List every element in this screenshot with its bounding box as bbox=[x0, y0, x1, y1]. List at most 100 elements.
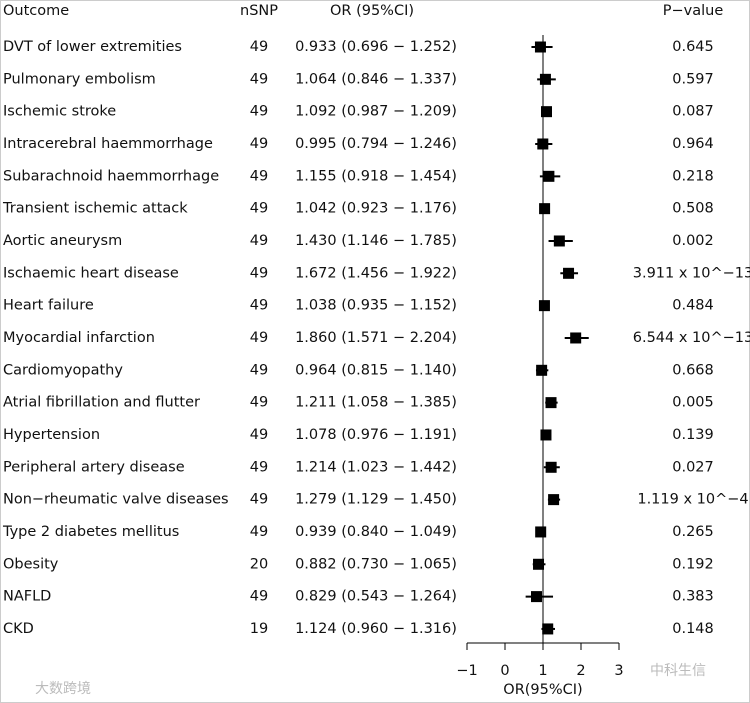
or-box bbox=[536, 364, 548, 376]
p-value: 0.148 bbox=[672, 621, 714, 637]
nsnp: 49 bbox=[250, 71, 268, 87]
p-value: 1.119 x 10^−4 bbox=[637, 492, 748, 508]
or-ci-label: 1.211 (1.058 − 1.385) bbox=[295, 395, 457, 411]
or-ci-label: 1.064 (0.846 − 1.337) bbox=[295, 71, 457, 87]
or-box bbox=[553, 235, 565, 247]
outcome-label: Myocardial infarction bbox=[3, 330, 155, 346]
p-value: 0.002 bbox=[672, 233, 714, 249]
or-box bbox=[542, 623, 554, 635]
outcome-label: Type 2 diabetes mellitus bbox=[2, 524, 179, 540]
outcome-label: Cardiomyopathy bbox=[3, 362, 123, 378]
x-tick-label: 1 bbox=[538, 663, 547, 679]
nsnp: 49 bbox=[250, 104, 268, 120]
or-ci-label: 1.078 (0.976 − 1.191) bbox=[295, 427, 457, 443]
p-value: 3.911 x 10^−13 bbox=[633, 265, 750, 281]
or-ci-label: 0.829 (0.543 − 1.264) bbox=[295, 589, 457, 605]
or-box bbox=[570, 332, 582, 344]
or-box bbox=[535, 526, 547, 538]
x-tick-label: 3 bbox=[614, 663, 623, 679]
or-ci-label: 1.042 (0.923 − 1.176) bbox=[295, 201, 457, 217]
or-box bbox=[534, 41, 546, 53]
or-box bbox=[545, 397, 557, 409]
nsnp: 49 bbox=[250, 265, 268, 281]
x-tick-label: 0 bbox=[500, 663, 509, 679]
nsnp: 49 bbox=[250, 492, 268, 508]
or-box bbox=[545, 461, 557, 473]
p-value: 0.218 bbox=[672, 168, 714, 184]
or-box bbox=[538, 300, 550, 312]
p-value: 0.027 bbox=[672, 459, 714, 475]
p-value: 0.139 bbox=[672, 427, 714, 443]
p-value: 0.087 bbox=[672, 104, 714, 120]
or-ci-label: 0.933 (0.696 − 1.252) bbox=[295, 39, 457, 55]
or-ci-label: 1.092 (0.987 − 1.209) bbox=[295, 104, 457, 120]
nsnp: 49 bbox=[250, 330, 268, 346]
outcome-label: Non−rheumatic valve diseases bbox=[3, 492, 229, 508]
nsnp: 49 bbox=[250, 362, 268, 378]
x-tick-label: 2 bbox=[576, 663, 585, 679]
outcome-label: Transient ischemic attack bbox=[2, 201, 188, 217]
p-value: 0.668 bbox=[672, 362, 714, 378]
nsnp: 49 bbox=[250, 589, 268, 605]
watermark: 中科生信 bbox=[650, 663, 706, 679]
or-ci-label: 1.124 (0.960 − 1.316) bbox=[295, 621, 457, 637]
nsnp: 49 bbox=[250, 395, 268, 411]
p-value: 0.484 bbox=[672, 298, 714, 314]
nsnp: 49 bbox=[250, 298, 268, 314]
outcome-label: Atrial fibrillation and flutter bbox=[3, 395, 200, 411]
or-ci-label: 0.939 (0.840 − 1.049) bbox=[295, 524, 457, 540]
header: nSNP bbox=[240, 3, 278, 19]
nsnp: 49 bbox=[250, 524, 268, 540]
outcome-label: CKD bbox=[3, 621, 34, 637]
outcome-label: Ischaemic heart disease bbox=[3, 265, 179, 281]
outcome-label: Peripheral artery disease bbox=[3, 459, 185, 475]
or-ci-label: 1.038 (0.935 − 1.152) bbox=[295, 298, 457, 314]
or-ci-label: 0.882 (0.730 − 1.065) bbox=[295, 556, 457, 572]
p-value: 0.964 bbox=[672, 136, 714, 152]
outcome-label: Ischemic stroke bbox=[3, 104, 116, 120]
header: OR (95%CI) bbox=[330, 3, 414, 19]
p-value: 0.508 bbox=[672, 201, 714, 217]
nsnp: 49 bbox=[250, 39, 268, 55]
or-box bbox=[563, 267, 575, 279]
nsnp: 49 bbox=[250, 427, 268, 443]
or-box bbox=[537, 138, 549, 150]
x-tick-label: −1 bbox=[456, 663, 477, 679]
outcome-label: Hypertension bbox=[3, 427, 100, 443]
or-ci-label: 1.279 (1.129 − 1.450) bbox=[295, 492, 457, 508]
or-box bbox=[540, 429, 552, 441]
watermark: 大数跨境 bbox=[35, 681, 91, 697]
outcome-label: DVT of lower extremities bbox=[3, 39, 182, 55]
outcome-label: NAFLD bbox=[3, 589, 51, 605]
p-value: 0.265 bbox=[672, 524, 714, 540]
outcome-label: Pulmonary embolism bbox=[3, 71, 156, 87]
or-box bbox=[539, 203, 551, 215]
nsnp: 49 bbox=[250, 168, 268, 184]
outcome-label: Obesity bbox=[3, 556, 59, 572]
p-value: 0.383 bbox=[672, 589, 714, 605]
nsnp: 49 bbox=[250, 201, 268, 217]
nsnp: 49 bbox=[250, 233, 268, 249]
or-ci-label: 1.430 (1.146 − 1.785) bbox=[295, 233, 457, 249]
outcome-label: Heart failure bbox=[3, 298, 94, 314]
p-value: 0.645 bbox=[672, 39, 714, 55]
nsnp: 20 bbox=[250, 556, 268, 572]
or-box bbox=[540, 106, 552, 118]
x-axis-label: OR(95%CI) bbox=[503, 682, 582, 698]
or-box bbox=[543, 170, 555, 182]
or-ci-label: 1.155 (0.918 − 1.454) bbox=[295, 168, 457, 184]
or-ci-label: 0.995 (0.794 − 1.246) bbox=[295, 136, 457, 152]
or-ci-label: 1.860 (1.571 − 2.204) bbox=[295, 330, 457, 346]
or-ci-label: 1.214 (1.023 − 1.442) bbox=[295, 459, 457, 475]
outcome-label: Subarachnoid haemmorrhage bbox=[3, 168, 219, 184]
p-value: 0.597 bbox=[672, 71, 714, 87]
or-box bbox=[539, 73, 551, 85]
p-value: 0.005 bbox=[672, 395, 714, 411]
or-box bbox=[533, 558, 545, 570]
header: Outcome bbox=[3, 3, 69, 19]
outcome-label: Intracerebral haemmorrhage bbox=[3, 136, 213, 152]
or-ci-label: 0.964 (0.815 − 1.140) bbox=[295, 362, 457, 378]
or-box bbox=[531, 591, 543, 603]
